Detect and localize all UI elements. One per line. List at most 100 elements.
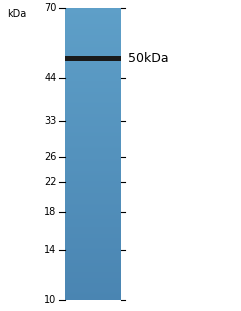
Bar <box>65 32 120 33</box>
Bar <box>65 179 120 180</box>
Bar <box>65 210 120 211</box>
Bar <box>65 8 120 9</box>
Bar <box>65 287 120 288</box>
Bar <box>65 82 120 83</box>
Bar <box>65 102 120 103</box>
Bar <box>65 229 120 230</box>
Bar <box>65 290 120 291</box>
Bar <box>65 258 120 259</box>
Bar <box>65 193 120 194</box>
Bar <box>65 275 120 276</box>
Bar <box>65 178 120 179</box>
Bar <box>65 261 120 262</box>
Bar <box>65 15 120 16</box>
Bar <box>65 186 120 187</box>
Bar <box>65 116 120 117</box>
Bar <box>65 231 120 232</box>
Bar <box>65 207 120 208</box>
Bar <box>65 255 120 256</box>
Bar <box>65 76 120 77</box>
Bar <box>65 28 120 29</box>
Bar <box>65 215 120 216</box>
Bar <box>65 273 120 274</box>
Bar <box>65 101 120 102</box>
Bar <box>65 51 120 52</box>
Bar <box>65 33 120 34</box>
Bar <box>65 220 120 221</box>
Bar <box>65 152 120 153</box>
Bar <box>65 54 120 56</box>
Bar <box>65 56 120 61</box>
Bar <box>65 173 120 174</box>
Bar <box>65 119 120 120</box>
Bar <box>65 83 120 84</box>
Bar <box>65 298 120 299</box>
Bar <box>65 259 120 260</box>
Bar <box>65 211 120 212</box>
Bar <box>65 284 120 285</box>
Bar <box>65 292 120 293</box>
Bar <box>65 226 120 227</box>
Bar <box>65 218 120 219</box>
Bar <box>65 144 120 145</box>
Bar <box>65 75 120 76</box>
Bar <box>65 239 120 240</box>
Bar <box>65 219 120 220</box>
Bar <box>65 194 120 195</box>
Bar <box>65 95 120 96</box>
Bar <box>65 183 120 184</box>
Bar <box>65 149 120 150</box>
Text: 14: 14 <box>44 244 57 255</box>
Bar <box>65 296 120 297</box>
Text: 70: 70 <box>44 3 57 13</box>
Bar <box>65 272 120 273</box>
Bar <box>65 285 120 286</box>
Bar <box>65 187 120 188</box>
Bar <box>65 274 120 275</box>
Bar <box>65 197 120 198</box>
Bar <box>65 176 120 177</box>
Bar <box>65 256 120 257</box>
Bar <box>65 12 120 13</box>
Bar <box>65 164 120 165</box>
Bar <box>65 247 120 248</box>
Bar <box>65 182 120 183</box>
Bar <box>65 150 120 151</box>
Bar <box>65 266 120 267</box>
Bar <box>65 279 120 280</box>
Bar <box>65 41 120 42</box>
Bar <box>65 185 120 186</box>
Bar <box>65 291 120 292</box>
Bar <box>65 117 120 118</box>
Bar <box>65 94 120 95</box>
Bar <box>65 57 120 58</box>
Bar <box>65 192 120 193</box>
Bar <box>65 31 120 32</box>
Bar <box>65 129 120 130</box>
Bar <box>65 42 120 43</box>
Bar <box>65 252 120 253</box>
Bar <box>65 120 120 121</box>
Bar <box>65 11 120 12</box>
Bar <box>65 280 120 281</box>
Bar <box>65 148 120 149</box>
Bar <box>65 230 120 231</box>
Bar <box>65 107 120 108</box>
Bar <box>65 22 120 23</box>
Bar <box>65 65 120 66</box>
Bar <box>65 299 120 300</box>
Bar <box>65 134 120 135</box>
Bar <box>65 270 120 271</box>
Bar <box>65 46 120 47</box>
Bar <box>65 48 120 49</box>
Bar <box>65 77 120 78</box>
Bar <box>65 35 120 36</box>
Bar <box>65 135 120 137</box>
Bar <box>65 60 120 61</box>
Bar <box>65 188 120 189</box>
Bar <box>65 111 120 112</box>
Bar <box>65 190 120 191</box>
Bar <box>65 50 120 51</box>
Bar <box>65 213 120 214</box>
Bar <box>65 249 120 250</box>
